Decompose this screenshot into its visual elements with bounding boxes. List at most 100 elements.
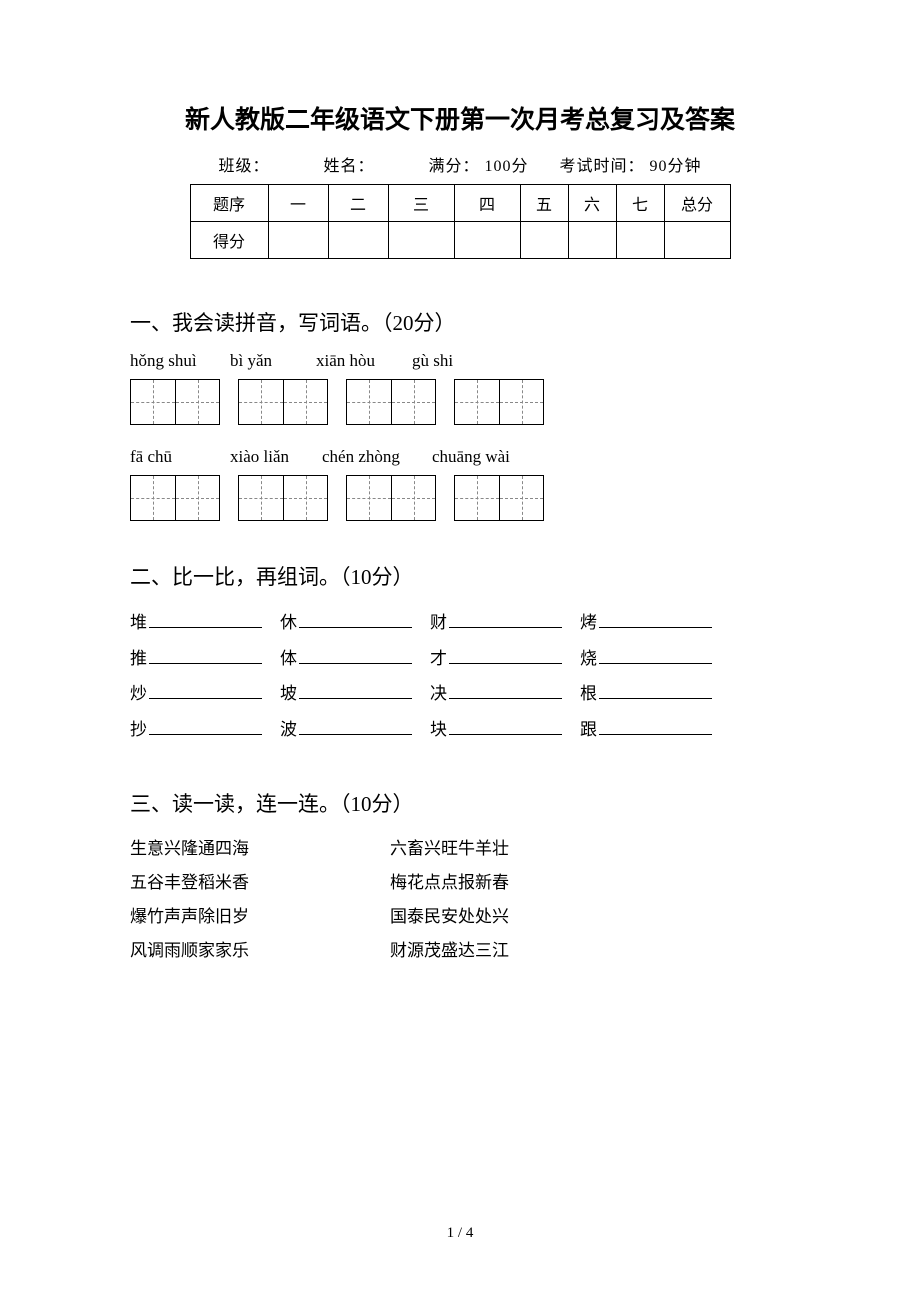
compare-grid: 堆 休 财烤推 体 才 烧炒 坡 决 根抄 波 块 跟: [130, 605, 790, 748]
char-box: [131, 380, 175, 424]
score-cell: [520, 222, 568, 259]
score-col-header: 总分: [664, 185, 730, 222]
char-box: [175, 380, 219, 424]
score-row-label: 得分: [190, 222, 268, 259]
compare-char: 烧: [580, 641, 597, 677]
char-box-pair: [454, 475, 544, 521]
char-box: [391, 380, 435, 424]
score-col-header: 四: [454, 185, 520, 222]
pinyin-row-2: fā chūxiào liǎnchén zhòngchuāng wài: [130, 447, 790, 467]
match-row: 风调雨顺家家乐财源茂盛达三江: [130, 934, 790, 968]
boxes-row-2: [130, 475, 790, 521]
pinyin-label: xiān hòu: [316, 351, 412, 371]
compare-char: 块: [430, 712, 447, 748]
compare-cell: 堆: [130, 605, 280, 641]
char-box: [347, 476, 391, 520]
compare-row: 炒坡决根: [130, 676, 790, 712]
compare-row: 抄波块跟: [130, 712, 790, 748]
score-cell: [616, 222, 664, 259]
compare-char: 体: [280, 641, 297, 677]
score-cell: [388, 222, 454, 259]
char-box: [239, 380, 283, 424]
match-row: 爆竹声声除旧岁国泰民安处处兴: [130, 900, 790, 934]
score-col-header: 七: [616, 185, 664, 222]
compare-char: 推: [130, 641, 147, 677]
compare-cell: 才: [430, 641, 580, 677]
score-value-row: 得分: [190, 222, 730, 259]
char-box: [283, 380, 327, 424]
compare-char: 堆: [130, 605, 147, 641]
pinyin-label: bì yǎn: [230, 351, 316, 371]
char-box-pair: [238, 379, 328, 425]
score-cell: [268, 222, 328, 259]
blank-line: [599, 718, 712, 735]
compare-cell: 抄: [130, 712, 280, 748]
pinyin-label: chuāng wài: [432, 447, 532, 467]
compare-cell: 跟: [580, 712, 730, 748]
compare-row: 堆 休 财烤: [130, 605, 790, 641]
compare-cell: 炒: [130, 676, 280, 712]
compare-cell: 休: [280, 605, 430, 641]
match-right: 财源茂盛达三江: [390, 934, 509, 968]
score-col-header: 题序: [190, 185, 268, 222]
blank-line: [599, 647, 712, 664]
match-left: 生意兴隆通四海: [130, 832, 390, 866]
compare-cell: 烧: [580, 641, 730, 677]
blank-line: [449, 682, 562, 699]
char-box-pair: [130, 379, 220, 425]
time-label: 考试时间：: [559, 152, 644, 176]
compare-char: 决: [430, 676, 447, 712]
pinyin-label: xiào liǎn: [230, 447, 322, 467]
compare-cell: 块: [430, 712, 580, 748]
match-left: 爆竹声声除旧岁: [130, 900, 390, 934]
char-box: [499, 380, 543, 424]
page-title: 新人教版二年级语文下册第一次月考总复习及答案: [130, 100, 790, 136]
compare-cell: 财: [430, 605, 580, 641]
match-right: 国泰民安处处兴: [390, 900, 509, 934]
compare-cell: 推: [130, 641, 280, 677]
compare-cell: 坡: [280, 676, 430, 712]
blank-line: [299, 611, 412, 628]
blank-line: [149, 718, 262, 735]
blank-line: [449, 718, 562, 735]
pinyin-row-1: hǒng shuìbì yǎnxiān hòugù shi: [130, 351, 790, 371]
name-label: 姓名：: [323, 152, 423, 176]
match-left: 五谷丰登稻米香: [130, 866, 390, 900]
char-box: [175, 476, 219, 520]
score-col-header: 五: [520, 185, 568, 222]
char-box-pair: [238, 475, 328, 521]
class-label: 班级：: [218, 152, 318, 176]
char-box-pair: [346, 475, 436, 521]
score-cell: [568, 222, 616, 259]
boxes-row-1: [130, 379, 790, 425]
match-row: 五谷丰登稻米香梅花点点报新春: [130, 866, 790, 900]
char-box-pair: [454, 379, 544, 425]
compare-row: 推体才烧: [130, 641, 790, 677]
char-box: [131, 476, 175, 520]
score-col-header: 三: [388, 185, 454, 222]
pinyin-label: gù shi: [412, 351, 492, 371]
pinyin-label: hǒng shuì: [130, 351, 230, 371]
compare-cell: 根: [580, 676, 730, 712]
compare-char: 烤: [580, 605, 597, 641]
compare-char: 才: [430, 641, 447, 677]
char-box: [347, 380, 391, 424]
char-box: [455, 476, 499, 520]
score-cell: [664, 222, 730, 259]
compare-char: 抄: [130, 712, 147, 748]
char-box: [283, 476, 327, 520]
section3-title: 三、读一读，连一连。（10分）: [130, 788, 790, 818]
match-left: 风调雨顺家家乐: [130, 934, 390, 968]
compare-char: 波: [280, 712, 297, 748]
compare-cell: 决: [430, 676, 580, 712]
page-number: 1 / 4: [0, 1225, 920, 1242]
full-value: 100分: [484, 152, 554, 176]
char-box-pair: [130, 475, 220, 521]
compare-char: 炒: [130, 676, 147, 712]
char-box: [499, 476, 543, 520]
blank-line: [149, 682, 262, 699]
compare-char: 休: [280, 605, 297, 641]
blank-line: [599, 682, 712, 699]
section1-title: 一、我会读拼音，写词语。（20分）: [130, 307, 790, 337]
compare-char: 坡: [280, 676, 297, 712]
